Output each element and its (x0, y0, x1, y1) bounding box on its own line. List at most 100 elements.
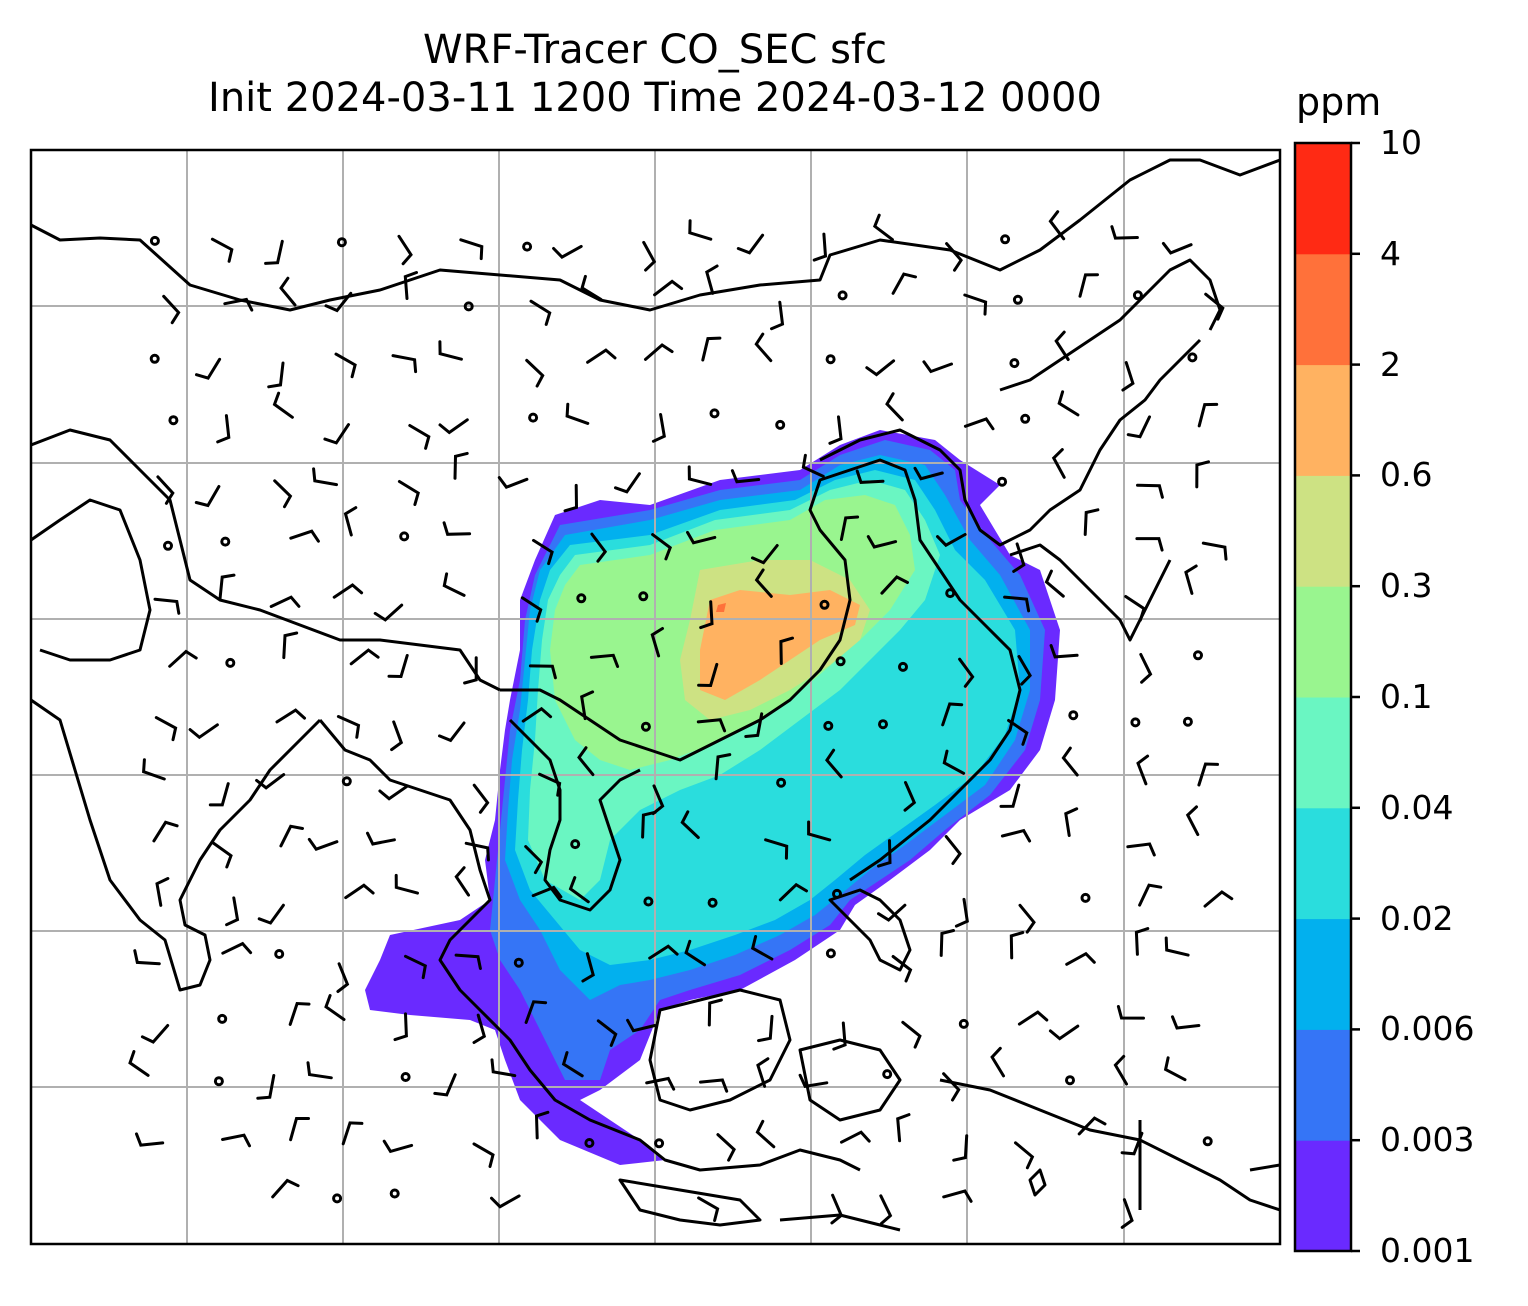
colorbar-segment (1295, 253, 1351, 366)
wind-barb (963, 293, 988, 316)
wind-barb (801, 453, 825, 478)
wind-barb (273, 479, 293, 509)
wind-barb (221, 941, 253, 955)
wind-barb (324, 291, 353, 313)
wind-barb (880, 575, 909, 595)
wind-barb (394, 873, 419, 895)
wind-barb (641, 810, 657, 839)
wind-barb (520, 596, 543, 623)
colorbar-segment (1295, 1140, 1351, 1252)
colorbar-tick-label: 0.006 (1380, 1009, 1475, 1049)
wind-barb (282, 631, 299, 660)
wind-barb (939, 929, 955, 957)
calm-wind-circle (638, 591, 649, 602)
wind-barb (552, 244, 583, 259)
calm-wind-circle (400, 1072, 411, 1082)
calm-wind-circle (1020, 413, 1031, 424)
wind-barb (865, 359, 896, 377)
wind-barb (464, 841, 490, 862)
wind-barb (454, 953, 482, 970)
wind-barb (697, 1196, 720, 1222)
wind-barb (1048, 1024, 1080, 1041)
wind-barb (936, 533, 967, 548)
wind-barb (463, 656, 478, 685)
wind-barb (1197, 402, 1219, 428)
wind-barb (832, 1021, 847, 1051)
wind-barb (651, 413, 666, 443)
wind-barb (730, 469, 761, 484)
wind-barb (221, 1133, 251, 1148)
calm-wind-circle (654, 1138, 665, 1149)
wind-barb (581, 952, 595, 983)
wind-barb (744, 712, 764, 738)
calm-wind-circle (1000, 234, 1011, 245)
colorbar-tick-label: 0.1 (1380, 677, 1433, 716)
wind-barb (879, 1194, 893, 1225)
wind-barb (1018, 903, 1036, 934)
calm-wind-circle (823, 720, 834, 731)
colorbar-segment (1295, 807, 1351, 920)
wind-barb (651, 784, 665, 816)
wind-barb (528, 664, 557, 680)
wind-barb (1065, 951, 1096, 966)
wind-barb (497, 476, 529, 490)
colorbar-tick-label: 0.001 (1380, 1231, 1475, 1270)
wind-barb (1185, 805, 1200, 837)
wind-barb (1126, 415, 1151, 439)
wind-barb (307, 837, 339, 852)
wind-barb (433, 1073, 457, 1097)
wind-barb (210, 237, 234, 263)
wind-barb (472, 1142, 495, 1168)
wind-barb (140, 1024, 170, 1044)
calm-wind-circle (958, 1018, 969, 1029)
wind-barb (1164, 936, 1190, 957)
wind-barb (688, 219, 713, 241)
wind-barb (830, 1193, 844, 1225)
wind-barb (323, 423, 350, 445)
wind-barb (275, 708, 306, 724)
wind-barb (366, 831, 396, 846)
wind-barb (459, 238, 484, 261)
wind-barbs (128, 210, 1234, 1229)
wind-barb (952, 1134, 969, 1162)
wind-barb (332, 583, 364, 599)
wind-barb (1134, 927, 1150, 956)
wind-barb (757, 1014, 774, 1043)
calm-wind-circle (570, 839, 581, 850)
wind-barb (877, 903, 907, 922)
wind-barb (454, 866, 470, 897)
wind-barb (1009, 931, 1025, 960)
wind-barb (521, 706, 553, 723)
wind-barb (472, 1013, 487, 1044)
wind-barb (807, 820, 832, 842)
calm-wind-circle (576, 593, 587, 604)
wind-barb (697, 662, 719, 688)
wind-barb (778, 882, 808, 902)
calm-wind-circle (1080, 892, 1091, 903)
wind-barb (128, 1050, 150, 1077)
wind-barb (958, 657, 975, 688)
wind-barb (764, 838, 789, 860)
calm-wind-circle (819, 599, 830, 610)
field-2 (716, 603, 726, 612)
wind-barb (490, 1058, 517, 1078)
wind-barb (901, 1020, 922, 1049)
wind-barb (1017, 655, 1032, 686)
wind-barb (393, 1012, 408, 1042)
wind-barb (255, 773, 286, 790)
wind-barb (913, 466, 944, 481)
colorbar-tick-label: 0.02 (1380, 898, 1454, 938)
wind-barb (942, 749, 966, 775)
wind-barb (438, 721, 466, 743)
calm-wind-circle (584, 1138, 595, 1148)
wind-barb (168, 649, 198, 668)
wind-barb (1078, 273, 1099, 298)
calm-wind-circle (522, 241, 533, 252)
wind-barb (828, 415, 843, 445)
wind-barb (580, 690, 595, 721)
wind-barb (1049, 644, 1079, 659)
wind-barb (397, 234, 413, 266)
calm-wind-circle (1132, 290, 1143, 301)
wind-barb (1110, 225, 1139, 240)
colorbar-segment (1295, 1029, 1351, 1141)
